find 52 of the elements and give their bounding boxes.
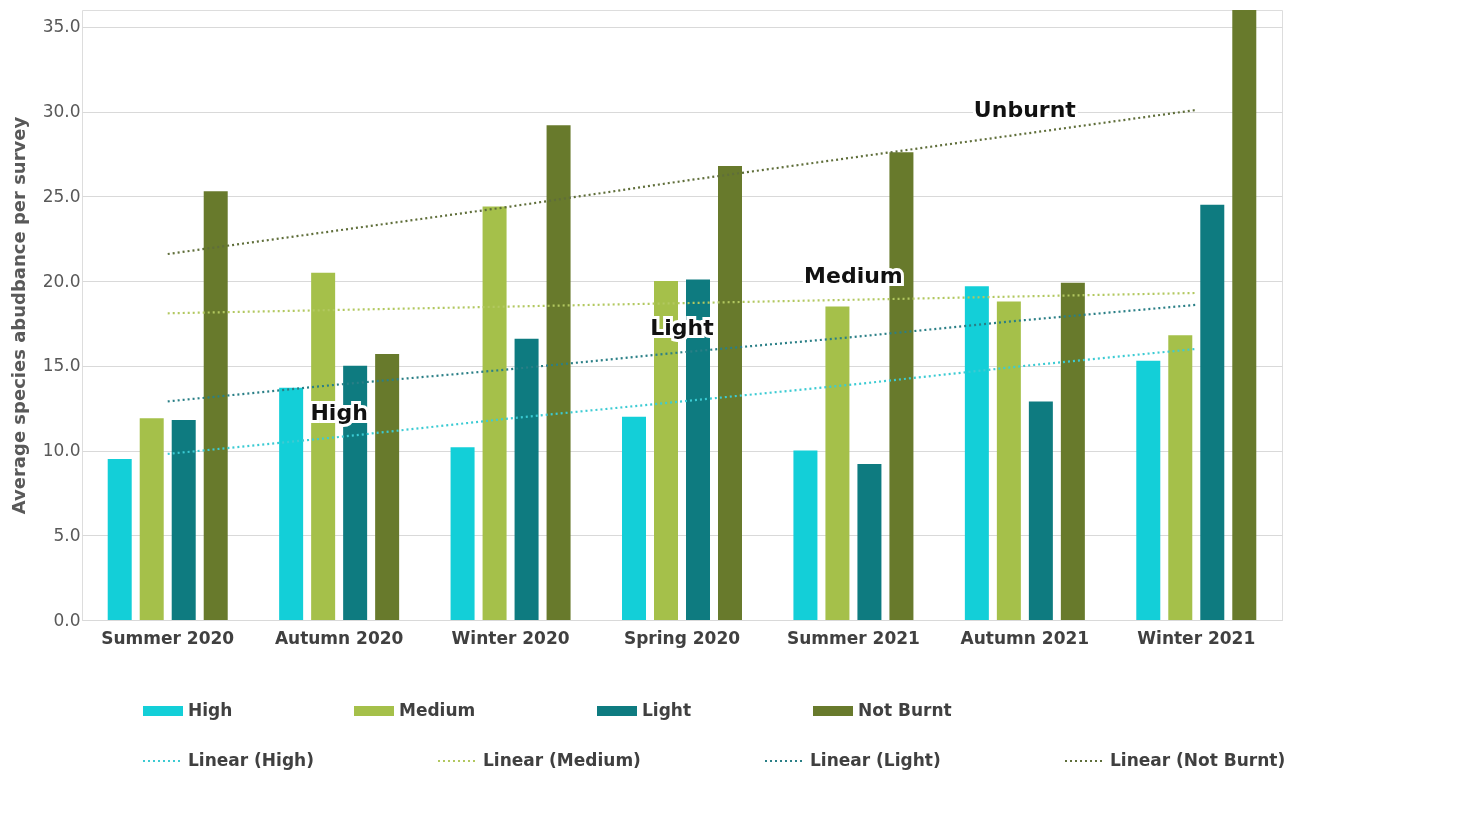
bar: [203, 191, 228, 620]
legend-label: Linear (High): [188, 750, 314, 770]
annotation: Light: [650, 315, 715, 341]
y-tick-label: 20.0: [42, 270, 81, 291]
annotation: Unburnt: [973, 96, 1077, 122]
x-tick-label: Spring 2020: [623, 627, 741, 648]
y-axis-title: Average species abudbance per survey: [7, 116, 29, 515]
x-tick-label: Autumn 2020: [274, 627, 404, 648]
bar: [1168, 335, 1193, 620]
bar: [482, 206, 507, 620]
x-tick-label: Summer 2021: [786, 627, 920, 648]
bar: [1060, 282, 1085, 620]
x-tick-label: Winter 2021: [1137, 627, 1256, 648]
line-series: [166, 303, 1198, 403]
bar: [996, 301, 1021, 620]
y-tick-label: 10.0: [42, 440, 81, 461]
bar: [622, 416, 646, 620]
line-series: [166, 291, 1198, 315]
legend-label: Linear (Not Burnt): [1110, 750, 1286, 770]
bar: [546, 125, 571, 620]
bar: [964, 286, 989, 620]
legend-label: Medium: [399, 700, 476, 720]
y-tick-label: 5.0: [53, 524, 81, 545]
bar: [857, 464, 882, 620]
y-tick-label: 0.0: [53, 609, 81, 630]
x-tick-label: Autumn 2021: [960, 627, 1090, 648]
bar: [107, 459, 132, 620]
bar: [1028, 401, 1053, 620]
x-tick-label: Winter 2020: [451, 627, 570, 648]
x-tick-label: Summer 2020: [101, 627, 235, 648]
y-tick-label: 30.0: [42, 101, 81, 122]
bar: [450, 447, 475, 620]
bar: [139, 418, 164, 620]
bar: [514, 338, 539, 620]
bar: [825, 306, 850, 620]
annotation: High: [310, 400, 368, 425]
bar: [793, 450, 818, 620]
legend-label: Linear (Light): [810, 750, 941, 770]
y-tick-label: 35.0: [42, 16, 81, 37]
y-tick-label: 25.0: [42, 185, 81, 206]
legend-label: High: [188, 700, 233, 720]
bar: [718, 165, 742, 620]
bar: [1136, 360, 1161, 620]
legend-label: Light: [642, 700, 692, 720]
bar: [279, 387, 304, 620]
bar: [1200, 204, 1225, 620]
y-tick-label: 15.0: [42, 355, 81, 376]
legend-label: Not Burnt: [858, 700, 952, 720]
legend-label: Linear (Medium): [483, 750, 641, 770]
bar: [375, 353, 400, 620]
bar: [1232, 10, 1257, 620]
bar: [171, 420, 196, 620]
